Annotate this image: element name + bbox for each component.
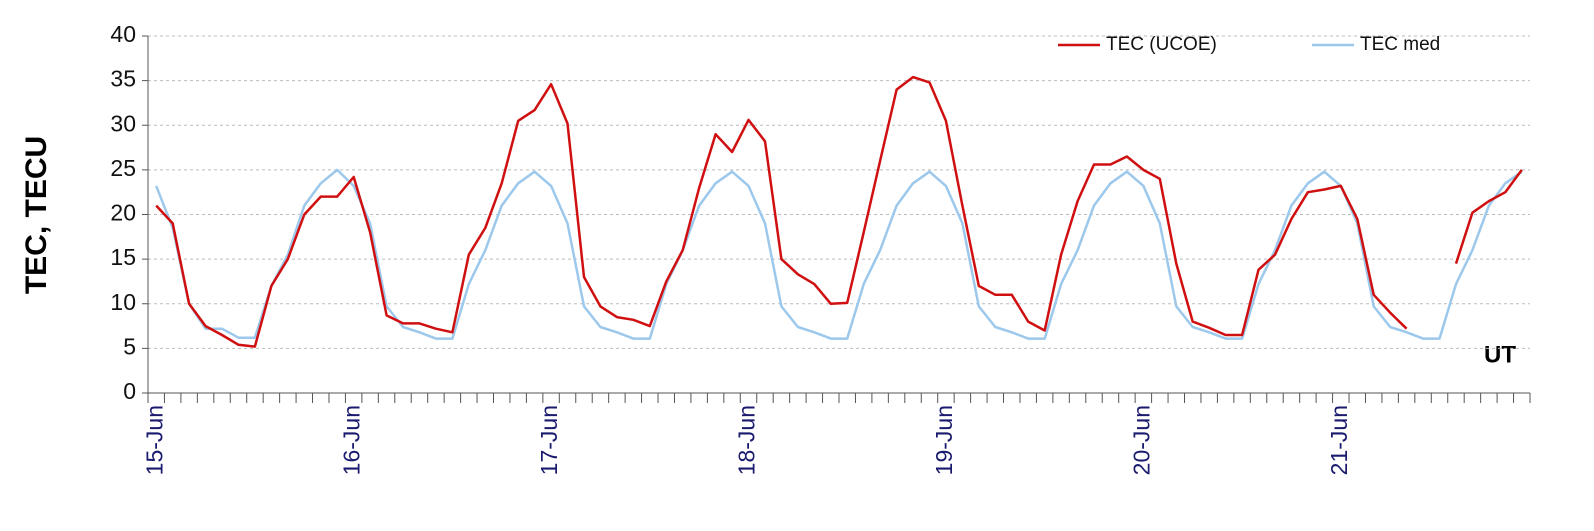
series-line xyxy=(155,75,1523,348)
annotation: UT xyxy=(1484,341,1516,368)
x-tick-label: 16-Jun xyxy=(339,405,365,475)
x-tick-label: 20-Jun xyxy=(1128,405,1154,475)
y-tick-label: 15 xyxy=(110,244,136,270)
series-line xyxy=(155,168,1523,340)
y-tick-label: 20 xyxy=(110,200,136,226)
x-tick-label: 15-Jun xyxy=(141,405,167,475)
y-tick-label: 35 xyxy=(110,66,136,92)
y-tick-label: 25 xyxy=(110,155,136,181)
legend-label: TEC med xyxy=(1360,34,1440,55)
y-tick-label: 0 xyxy=(123,378,136,404)
x-tick-label: 18-Jun xyxy=(734,405,760,475)
y-tick-label: 30 xyxy=(110,110,136,136)
y-axis-label: TEC, TECU xyxy=(20,136,53,294)
y-tick-label: 5 xyxy=(123,333,136,359)
x-tick-label: 19-Jun xyxy=(931,405,957,475)
legend-label: TEC (UCOE) xyxy=(1106,34,1217,55)
x-tick-label: 21-Jun xyxy=(1326,405,1352,475)
y-tick-label: 40 xyxy=(110,21,136,47)
x-tick-label: 17-Jun xyxy=(536,405,562,475)
y-tick-label: 10 xyxy=(110,289,136,315)
